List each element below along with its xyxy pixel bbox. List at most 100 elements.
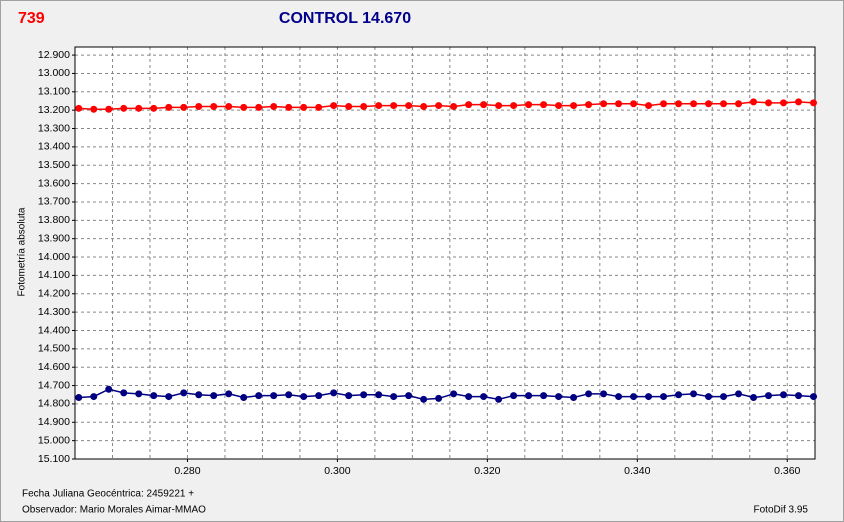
- y-tick-label: 13.100: [38, 86, 70, 98]
- data-point: [660, 393, 668, 401]
- y-tick-label: 13.700: [38, 196, 70, 208]
- y-tick-label: 14.100: [38, 269, 70, 281]
- data-point: [375, 102, 383, 110]
- data-point: [690, 390, 698, 398]
- footer-version: FotoDif 3.95: [754, 505, 809, 516]
- data-point: [510, 392, 518, 400]
- data-point: [150, 104, 158, 112]
- data-point: [420, 102, 428, 110]
- data-point: [180, 389, 188, 397]
- data-point: [195, 391, 203, 399]
- data-point: [90, 105, 98, 113]
- data-point: [810, 393, 818, 401]
- data-point: [525, 392, 533, 400]
- data-point: [675, 100, 683, 108]
- y-tick-label: 13.900: [38, 232, 70, 244]
- data-point: [360, 102, 368, 110]
- data-point: [120, 389, 128, 397]
- data-point: [150, 392, 158, 400]
- data-point: [480, 101, 488, 109]
- data-point: [810, 99, 818, 107]
- y-tick-label: 13.500: [38, 159, 70, 171]
- data-point: [270, 102, 278, 110]
- data-point: [165, 393, 173, 401]
- y-tick-label: 15.100: [38, 453, 70, 465]
- data-point: [435, 102, 443, 110]
- data-point: [105, 105, 113, 113]
- data-point: [570, 393, 578, 401]
- y-tick-label: 14.000: [38, 251, 70, 263]
- data-point: [615, 393, 623, 401]
- chart-title: CONTROL 14.670: [279, 10, 411, 27]
- y-tick-label: 13.300: [38, 122, 70, 134]
- y-tick-label: 13.600: [38, 177, 70, 189]
- data-point: [180, 103, 188, 111]
- footer-date: Fecha Juliana Geocéntrica: 2459221 +: [22, 489, 194, 500]
- data-point: [555, 102, 563, 110]
- data-point: [210, 392, 218, 400]
- data-point: [210, 102, 218, 110]
- data-point: [225, 390, 233, 398]
- data-point: [660, 100, 668, 108]
- corner-label: 739: [18, 10, 45, 27]
- data-point: [795, 392, 803, 400]
- y-tick-label: 14.900: [38, 416, 70, 428]
- y-tick-label: 14.200: [38, 288, 70, 300]
- data-point: [480, 393, 488, 401]
- data-point: [735, 100, 743, 108]
- data-point: [255, 392, 263, 400]
- data-point: [495, 395, 503, 403]
- y-tick-label: 14.400: [38, 324, 70, 336]
- data-point: [225, 102, 233, 110]
- data-point: [270, 392, 278, 400]
- data-point: [405, 392, 413, 400]
- data-point: [750, 98, 758, 106]
- y-tick-label: 14.600: [38, 361, 70, 373]
- data-point: [645, 102, 653, 110]
- y-tick-label: 14.500: [38, 343, 70, 355]
- footer-observer: Observador: Mario Morales Aimar-MMAO: [22, 505, 206, 516]
- data-point: [135, 390, 143, 398]
- y-tick-label: 13.400: [38, 141, 70, 153]
- data-point: [285, 391, 293, 399]
- plot-border: [74, 46, 816, 460]
- data-point: [75, 393, 83, 401]
- data-point: [645, 393, 653, 401]
- data-point: [465, 393, 473, 401]
- y-tick-label: 13.000: [38, 67, 70, 79]
- data-point: [240, 393, 248, 401]
- y-tick-label: 12.900: [38, 49, 70, 61]
- x-tick-label: 0.340: [624, 465, 650, 477]
- data-point: [795, 98, 803, 106]
- data-point: [330, 102, 338, 110]
- data-point: [735, 390, 743, 398]
- y-tick-label: 13.800: [38, 214, 70, 226]
- data-point: [780, 391, 788, 399]
- x-tick-label: 0.360: [774, 465, 800, 477]
- data-point: [465, 101, 473, 109]
- data-point: [360, 391, 368, 399]
- data-point: [105, 385, 113, 393]
- data-point: [450, 390, 458, 398]
- data-point: [315, 392, 323, 400]
- data-point: [510, 102, 518, 110]
- data-point: [450, 102, 458, 110]
- data-point: [300, 103, 308, 111]
- data-point: [720, 393, 728, 401]
- data-point: [525, 101, 533, 109]
- data-point: [705, 100, 713, 108]
- y-tick-label: 14.300: [38, 306, 70, 318]
- data-point: [630, 100, 638, 108]
- y-axis-label: Fotometría absoluta: [17, 207, 28, 296]
- data-point: [345, 102, 353, 110]
- data-point: [630, 393, 638, 401]
- data-point: [780, 99, 788, 107]
- data-point: [330, 389, 338, 397]
- data-point: [600, 100, 608, 108]
- data-point: [690, 100, 698, 108]
- y-tick-label: 15.000: [38, 434, 70, 446]
- data-point: [285, 103, 293, 111]
- data-point: [315, 103, 323, 111]
- data-point: [555, 393, 563, 401]
